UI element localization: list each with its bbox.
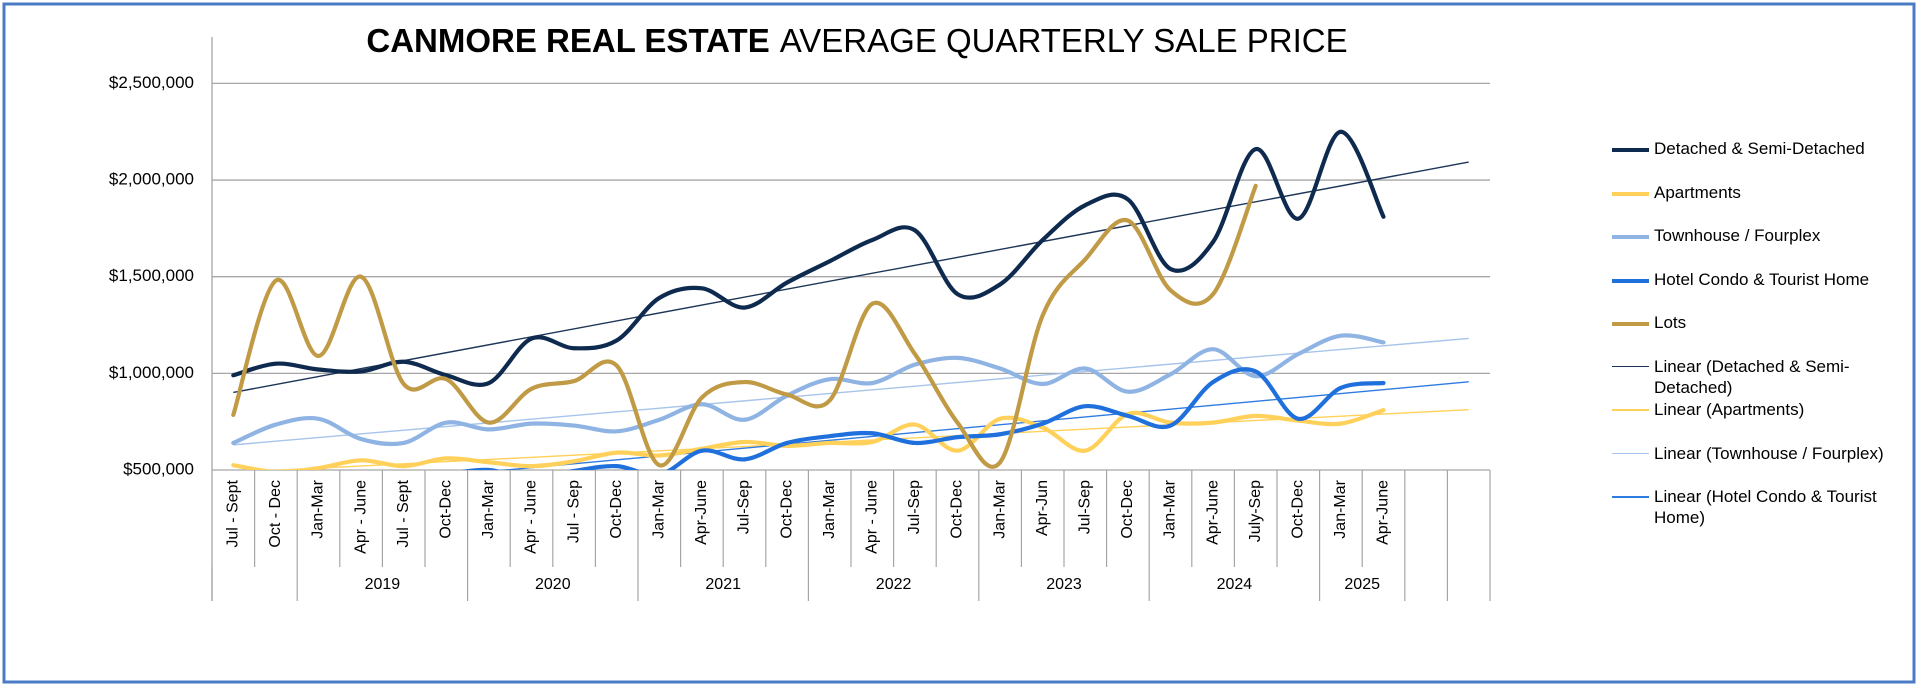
year-label: 2019 [365,576,401,593]
legend-item: Linear (Apartments) [1612,399,1912,443]
series-line [231,407,1386,470]
x-tick-label: Jul-Sep [736,480,753,534]
x-tick-label: Jul-Sep [1077,480,1094,534]
y-tick-label: $1,500,000 [109,266,194,285]
x-tick-label: Jan-Mar [651,479,668,538]
year-label: 2021 [705,576,741,593]
legend-swatch [1612,496,1649,498]
year-label: 2020 [535,576,571,593]
x-tick-label: Apr-June [1204,480,1221,545]
x-tick-label: Jul - Sept [395,479,412,547]
legend-item: Townhouse / Fourplex [1612,225,1912,269]
x-tick-label: Jul-Sep [906,480,923,534]
legend-item: Linear (Detached & Semi-Detached) [1612,356,1912,400]
year-label: 2023 [1046,576,1082,593]
legend-label: Linear (Hotel Condo & Tourist Home) [1654,487,1877,527]
x-tick-label: Oct - Dec [267,480,284,548]
legend-swatch [1612,278,1649,283]
legend-label: Linear (Apartments) [1654,400,1805,419]
x-tick-label: Oct-Dec [949,480,966,539]
title-bold: CANMORE REAL ESTATE [366,22,769,59]
series-line [231,129,1386,387]
legend-swatch [1612,452,1649,454]
x-tick-label: Jul - Sept [225,479,242,547]
legend-item: Apartments [1612,182,1912,226]
x-tick-label: Jan-Mar [1162,479,1179,538]
x-tick-label: Oct-Dec [438,480,455,539]
x-tick-label: Jan-Mar [480,479,497,538]
year-label: 2022 [876,576,912,593]
x-tick-label: Oct-Dec [1119,480,1136,539]
legend-label: Lots [1654,313,1687,332]
series-line [461,367,1386,470]
legend-label: Townhouse / Fourplex [1654,226,1821,245]
y-tick-label: $1,000,000 [109,363,194,382]
x-tick-label: Jan-Mar [821,479,838,538]
legend-swatch [1612,191,1649,196]
legend-label: Apartments [1654,182,1741,202]
legend-swatch [1612,409,1649,411]
x-tick-label: Apr-June [1375,480,1392,545]
x-tick-label: Oct-Dec [608,480,625,539]
plot [231,129,1469,470]
trendline [498,381,1469,470]
series-line [231,333,1386,447]
x-tick-label: Oct-Dec [778,480,795,539]
x-tick-label: Apr-June [693,480,710,545]
x-tick-label: Jan-Mar [1332,479,1349,538]
year-label: 2024 [1217,576,1253,593]
x-tick-label: Apr - June [864,480,881,554]
legend-item: Lots [1612,312,1912,356]
legend-item: Linear (Hotel Condo & Tourist Home) [1612,486,1912,530]
x-tick-label: Jul - Sep [565,480,582,543]
trendline [233,161,1469,394]
y-tick-label: $500,000 [123,459,194,478]
x-tick-label: Apr - June [523,480,540,554]
legend-item: Detached & Semi-Detached [1612,138,1912,182]
title-rest: AVERAGE QUARTERLY SALE PRICE [780,22,1348,59]
legend: Detached & Semi-Detached Apartments Townho… [1612,138,1912,530]
legend-item: Linear (Townhouse / Fourplex) [1612,443,1912,487]
legend-swatch [1612,365,1649,367]
y-tick-label: $2,500,000 [109,73,194,92]
legend-item: Hotel Condo & Tourist Home [1612,269,1912,313]
y-tick-label: $2,000,000 [109,170,194,189]
chart-title: CANMORE REAL ESTATE AVERAGE QUARTERLY SAL… [366,22,1347,59]
legend-label: Linear (Townhouse / Fourplex) [1654,443,1884,463]
legend-label: Linear (Detached & Semi-Detached) [1654,356,1850,397]
grid: $500,000 $1,000,000 $1,500,000 $2,000,000 $2… [109,37,1491,601]
x-tick-label: Apr-Jun [1034,480,1051,536]
year-label: 2025 [1344,576,1380,593]
legend-swatch [1612,235,1649,239]
trendline [268,408,1469,470]
series-line [231,183,1258,469]
x-tick-label: Jan-Mar [310,479,327,538]
x-tick-label: Jan-Mar [991,479,1008,538]
legend-swatch [1612,148,1649,152]
legend-label: Hotel Condo & Tourist Home [1654,269,1870,289]
legend-swatch [1612,322,1649,326]
legend-label: Detached & Semi-Detached [1654,139,1865,158]
x-tick-label: Apr - June [352,480,369,554]
x-tick-label: July-Sep [1247,480,1264,542]
x-tick-label: Oct-Dec [1290,480,1307,539]
